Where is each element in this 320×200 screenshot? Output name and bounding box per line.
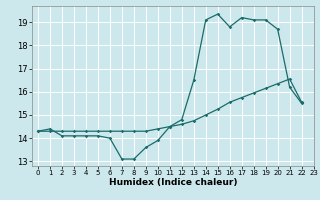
X-axis label: Humidex (Indice chaleur): Humidex (Indice chaleur) [108, 178, 237, 187]
